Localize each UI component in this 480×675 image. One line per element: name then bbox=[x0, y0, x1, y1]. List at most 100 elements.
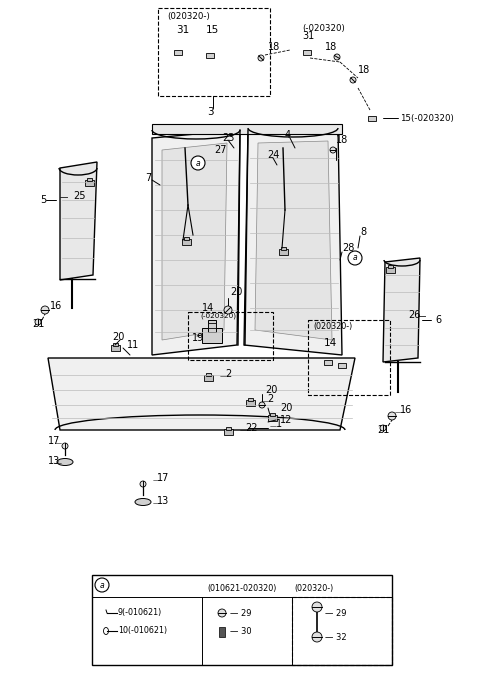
Bar bbox=[308, 320, 390, 395]
Circle shape bbox=[350, 77, 356, 83]
Text: —: — bbox=[418, 313, 426, 321]
Bar bbox=[202, 328, 222, 343]
Text: (020320-): (020320-) bbox=[294, 585, 333, 593]
Text: (-020320): (-020320) bbox=[302, 24, 345, 32]
Text: 9(-010621): 9(-010621) bbox=[118, 608, 162, 618]
Ellipse shape bbox=[135, 499, 151, 506]
Text: 20: 20 bbox=[280, 403, 292, 413]
Text: a: a bbox=[100, 580, 104, 589]
Text: 23: 23 bbox=[222, 133, 234, 143]
Text: —: — bbox=[220, 373, 227, 379]
Text: 20: 20 bbox=[112, 332, 124, 342]
Text: —: — bbox=[55, 460, 62, 466]
Bar bbox=[158, 8, 270, 96]
Bar bbox=[87, 178, 92, 181]
Text: —: — bbox=[55, 440, 62, 446]
Text: 21: 21 bbox=[32, 319, 44, 329]
Text: 18: 18 bbox=[336, 135, 348, 145]
Text: 17: 17 bbox=[157, 473, 169, 483]
Text: — 29: — 29 bbox=[325, 608, 347, 618]
Text: (020320-): (020320-) bbox=[313, 323, 352, 331]
Bar bbox=[268, 415, 277, 421]
Circle shape bbox=[224, 306, 232, 314]
Circle shape bbox=[258, 55, 264, 61]
Text: 31: 31 bbox=[176, 25, 190, 35]
Text: —: — bbox=[60, 194, 68, 202]
Text: 8: 8 bbox=[360, 227, 366, 237]
Bar bbox=[204, 375, 213, 381]
Text: 17: 17 bbox=[48, 436, 60, 446]
Circle shape bbox=[348, 251, 362, 265]
Circle shape bbox=[62, 443, 68, 449]
Text: (-020320): (-020320) bbox=[200, 313, 236, 319]
Text: 24: 24 bbox=[267, 150, 279, 160]
Text: — 32: — 32 bbox=[325, 632, 347, 641]
Bar bbox=[386, 267, 395, 273]
Text: —: — bbox=[153, 500, 160, 506]
Text: 6: 6 bbox=[435, 315, 441, 325]
Polygon shape bbox=[162, 143, 227, 340]
Text: 14: 14 bbox=[202, 303, 214, 313]
Bar bbox=[338, 363, 346, 368]
Text: 28: 28 bbox=[342, 243, 354, 253]
Polygon shape bbox=[383, 258, 420, 362]
Bar bbox=[182, 239, 191, 245]
Bar bbox=[303, 50, 311, 55]
Bar bbox=[224, 429, 233, 435]
Bar bbox=[246, 400, 255, 406]
Circle shape bbox=[334, 54, 340, 60]
Text: 13: 13 bbox=[48, 456, 60, 466]
Polygon shape bbox=[152, 130, 240, 355]
Circle shape bbox=[95, 578, 109, 592]
Bar bbox=[292, 597, 392, 665]
Text: 16: 16 bbox=[400, 405, 412, 415]
Text: 18: 18 bbox=[325, 42, 337, 52]
Text: 22: 22 bbox=[245, 423, 257, 433]
Text: 27: 27 bbox=[214, 145, 227, 155]
Text: 20: 20 bbox=[230, 287, 242, 297]
Circle shape bbox=[35, 319, 41, 325]
Text: 25: 25 bbox=[73, 191, 85, 201]
Text: —: — bbox=[262, 398, 269, 404]
Text: 20: 20 bbox=[265, 385, 277, 395]
Polygon shape bbox=[244, 128, 342, 355]
Text: 7: 7 bbox=[145, 173, 151, 183]
Text: 18: 18 bbox=[268, 42, 280, 52]
Text: 4: 4 bbox=[285, 130, 291, 140]
Circle shape bbox=[388, 412, 396, 420]
Bar bbox=[184, 237, 189, 240]
Text: — 30: — 30 bbox=[230, 628, 252, 637]
Text: 3: 3 bbox=[207, 107, 213, 117]
Polygon shape bbox=[60, 162, 97, 280]
Text: 10(-010621): 10(-010621) bbox=[118, 626, 167, 635]
Text: 14: 14 bbox=[324, 338, 336, 348]
Text: 18: 18 bbox=[358, 65, 370, 75]
Polygon shape bbox=[48, 358, 355, 430]
Bar bbox=[226, 427, 231, 430]
Text: 15(-020320): 15(-020320) bbox=[400, 113, 454, 122]
Bar bbox=[279, 249, 288, 255]
Text: (020320-): (020320-) bbox=[167, 11, 210, 20]
Text: 31: 31 bbox=[302, 31, 314, 41]
Circle shape bbox=[140, 481, 146, 487]
Bar bbox=[92, 575, 392, 665]
Text: 12: 12 bbox=[280, 415, 292, 425]
Text: 2: 2 bbox=[225, 369, 231, 379]
Circle shape bbox=[312, 602, 322, 612]
Bar bbox=[206, 373, 211, 376]
Bar bbox=[188, 312, 273, 360]
Circle shape bbox=[330, 147, 336, 153]
Text: a: a bbox=[353, 254, 357, 263]
Bar bbox=[208, 320, 216, 332]
Text: — 29: — 29 bbox=[230, 608, 252, 618]
Bar bbox=[174, 50, 182, 55]
Circle shape bbox=[312, 632, 322, 642]
Polygon shape bbox=[255, 141, 332, 340]
Text: 13: 13 bbox=[157, 496, 169, 506]
Text: a: a bbox=[196, 159, 200, 167]
Bar bbox=[248, 398, 253, 401]
Bar bbox=[324, 360, 332, 365]
Text: 11: 11 bbox=[127, 340, 139, 350]
Text: —: — bbox=[240, 427, 247, 433]
Circle shape bbox=[41, 306, 49, 314]
